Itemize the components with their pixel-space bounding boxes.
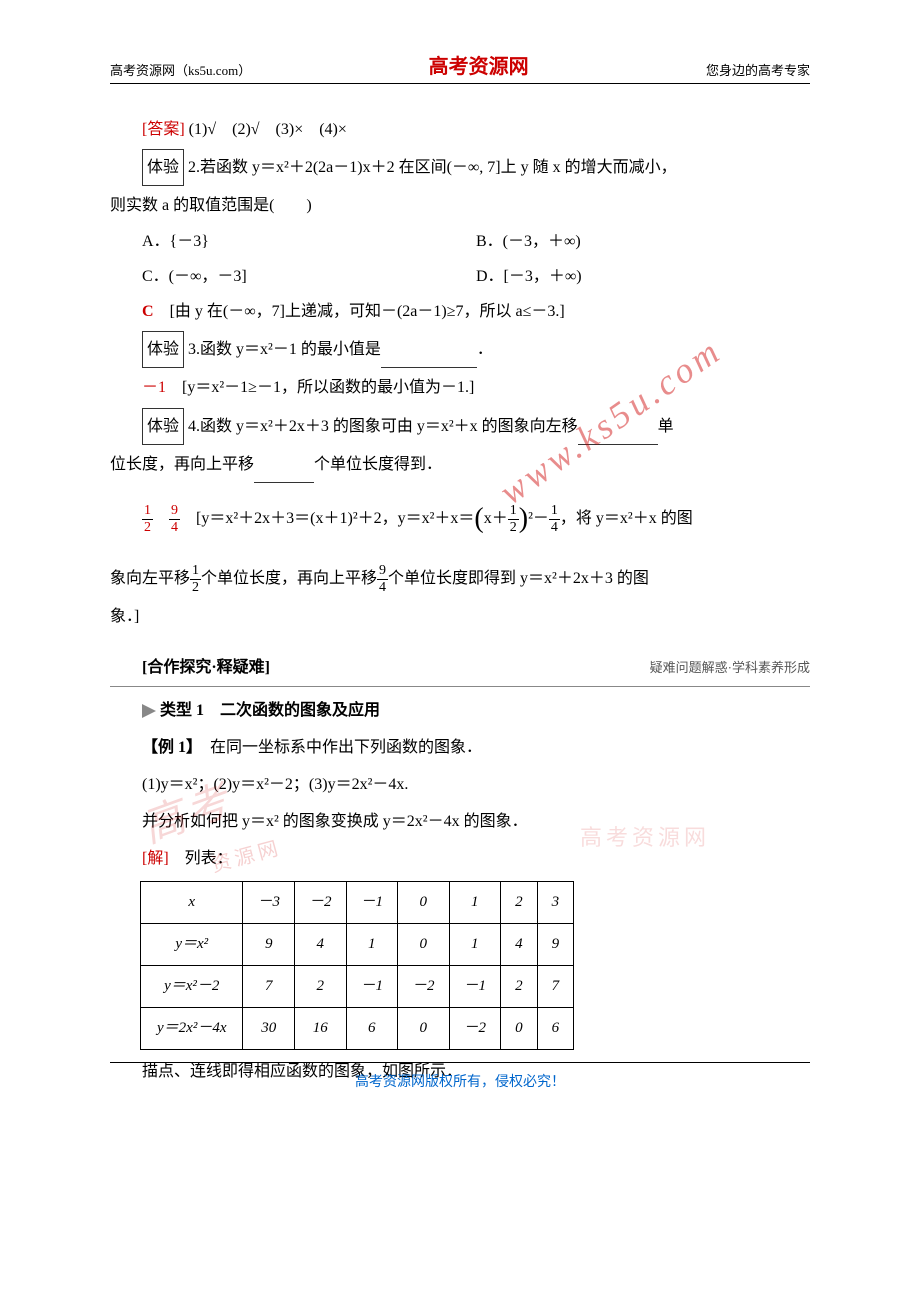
table-cell: 2: [295, 965, 347, 1007]
table-cell: 6: [537, 1007, 574, 1049]
solution-label: [解]: [142, 850, 169, 867]
q3-tag: 体验: [142, 331, 184, 368]
table-cell: 0: [398, 1007, 450, 1049]
example-label: 【例 1】: [142, 739, 194, 756]
q4-frac2: 94: [169, 503, 180, 535]
table-cell: 16: [295, 1007, 347, 1049]
header-right: 您身边的高考专家: [706, 60, 810, 79]
example-funcs: (1)y＝x²；(2)y＝x²－2；(3)y＝2x²－4x.: [110, 767, 810, 802]
table-cell: －2: [398, 965, 450, 1007]
table-cell: －3: [243, 881, 295, 923]
section-sub: 疑难问题解惑·学科素养形成: [650, 654, 810, 683]
table-cell: x: [141, 881, 243, 923]
table-cell: －1: [346, 881, 398, 923]
table-cell: 1: [346, 923, 398, 965]
header-center: 高考资源网: [429, 50, 529, 79]
table-cell: 1: [449, 881, 501, 923]
q4-blank2: [254, 447, 314, 483]
table-row: x－3－2－10123: [141, 881, 574, 923]
q4-answer: 12 94 [y＝x²＋2x＋3＝(x＋1)²＋2，y＝x²＋x＝(x＋12)²…: [110, 483, 810, 556]
table-cell: 1: [449, 923, 501, 965]
table-cell: 7: [243, 965, 295, 1007]
answer-line: [答案] (1)√ (2)√ (3)× (4)×: [110, 112, 810, 147]
q3-stem: 体验3.函数 y＝x²－1 的最小值是 ．: [110, 331, 810, 368]
table-cell: －1: [346, 965, 398, 1007]
table-cell: －2: [295, 881, 347, 923]
table-cell: 7: [537, 965, 574, 1007]
q3-blank: [381, 332, 477, 368]
table-cell: y＝x²－2: [141, 965, 243, 1007]
q3-answer-val: －1: [142, 379, 166, 396]
page-header: 高考资源网（ks5u.com） 高考资源网 您身边的高考专家: [110, 50, 810, 84]
table-row: y＝x²9410149: [141, 923, 574, 965]
example-solution: [解] 列表：: [110, 841, 810, 876]
q4-answer-b: 象向左平移12个单位长度，再向上平移94个单位长度即得到 y＝x²＋2x＋3 的…: [110, 558, 810, 600]
table-cell: 4: [501, 923, 538, 965]
table-cell: 0: [398, 881, 450, 923]
page-footer: 高考资源网版权所有，侵权必究！: [110, 1062, 810, 1091]
q3-answer: －1 [y＝x²－1≥－1，所以函数的最小值为－1.]: [110, 370, 810, 405]
table-cell: 4: [295, 923, 347, 965]
table-cell: 9: [243, 923, 295, 965]
q2-opt-c: C．(－∞，－3]: [142, 259, 476, 294]
q2-opt-a: A．{－3}: [142, 224, 476, 259]
section-title: [合作探究·释疑难]: [110, 650, 270, 685]
table-cell: y＝2x²－4x: [141, 1007, 243, 1049]
table-cell: －1: [449, 965, 501, 1007]
table-cell: 2: [501, 881, 538, 923]
table-row: y＝2x²－4x301660－206: [141, 1007, 574, 1049]
answer-text: (1)√ (2)√ (3)× (4)×: [185, 121, 347, 138]
q4-stem-b: 位长度，再向上平移 个单位长度得到．: [110, 447, 810, 483]
answer-label: [答案]: [142, 121, 185, 138]
table-cell: 3: [537, 881, 574, 923]
q4-tag: 体验: [142, 408, 184, 445]
q2-stem-b: 则实数 a 的取值范围是( ): [110, 188, 810, 223]
table-cell: 9: [537, 923, 574, 965]
table-cell: 0: [398, 923, 450, 965]
q2-tag: 体验: [142, 149, 184, 186]
q2-options: A．{－3} B．(－3，＋∞) C．(－∞，－3] D．[－3，＋∞): [142, 224, 810, 294]
q2-answer-letter: C: [142, 303, 154, 320]
document-body: [答案] (1)√ (2)√ (3)× (4)× 体验2.若函数 y＝x²＋2(…: [110, 112, 810, 1089]
arrow-icon: [142, 704, 156, 718]
q4-blank1: [578, 409, 658, 445]
value-table: x－3－2－10123y＝x²9410149y＝x²－272－1－2－127y＝…: [140, 881, 574, 1050]
type1: 类型 1 二次函数的图象及应用: [110, 693, 810, 728]
section-header: [合作探究·释疑难] 疑难问题解惑·学科素养形成: [110, 642, 810, 686]
table-cell: 0: [501, 1007, 538, 1049]
q4-frac1: 12: [142, 503, 153, 535]
q4-stem: 体验4.函数 y＝x²＋2x＋3 的图象可由 y＝x²＋x 的图象向左移 单: [110, 408, 810, 445]
q2-opt-d: D．[－3，＋∞): [476, 259, 810, 294]
table-cell: －2: [449, 1007, 501, 1049]
example-analyze: 并分析如何把 y＝x² 的图象变换成 y＝2x²－4x 的图象．: [110, 804, 810, 839]
q2-stem: 体验2.若函数 y＝x²＋2(2a－1)x＋2 在区间(－∞, 7]上 y 随 …: [110, 149, 810, 186]
table-cell: y＝x²: [141, 923, 243, 965]
example1: 【例 1】 在同一坐标系中作出下列函数的图象．: [110, 730, 810, 765]
q4-answer-c: 象．]: [110, 599, 810, 634]
table-cell: 6: [346, 1007, 398, 1049]
header-left: 高考资源网（ks5u.com）: [110, 60, 251, 79]
q2-opt-b: B．(－3，＋∞): [476, 224, 810, 259]
q2-answer: C [由 y 在(－∞，7]上递减，可知－(2a－1)≥7，所以 a≤－3.]: [110, 294, 810, 329]
table-cell: 2: [501, 965, 538, 1007]
table-row: y＝x²－272－1－2－127: [141, 965, 574, 1007]
table-cell: 30: [243, 1007, 295, 1049]
